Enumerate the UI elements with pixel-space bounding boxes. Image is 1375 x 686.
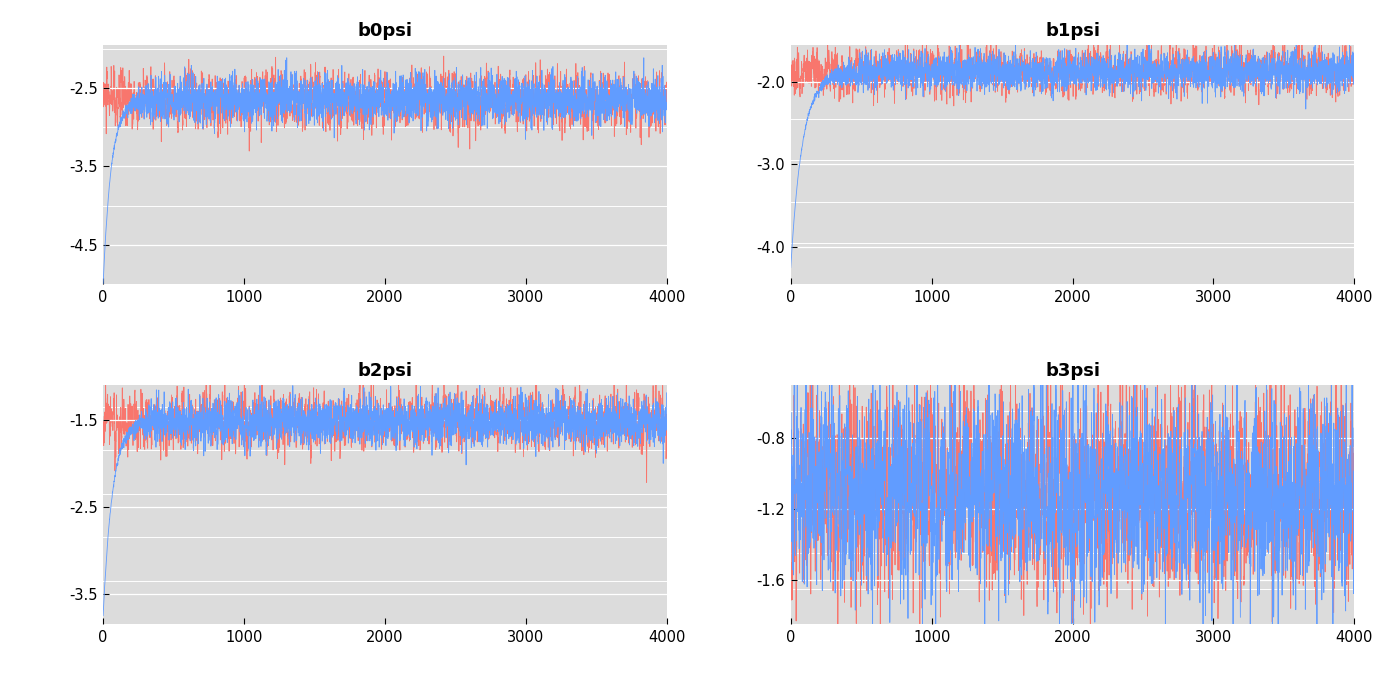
Title: b1psi: b1psi: [1045, 22, 1100, 40]
Title: b0psi: b0psi: [358, 22, 412, 40]
Title: b3psi: b3psi: [1045, 362, 1100, 381]
Title: b2psi: b2psi: [358, 362, 412, 381]
